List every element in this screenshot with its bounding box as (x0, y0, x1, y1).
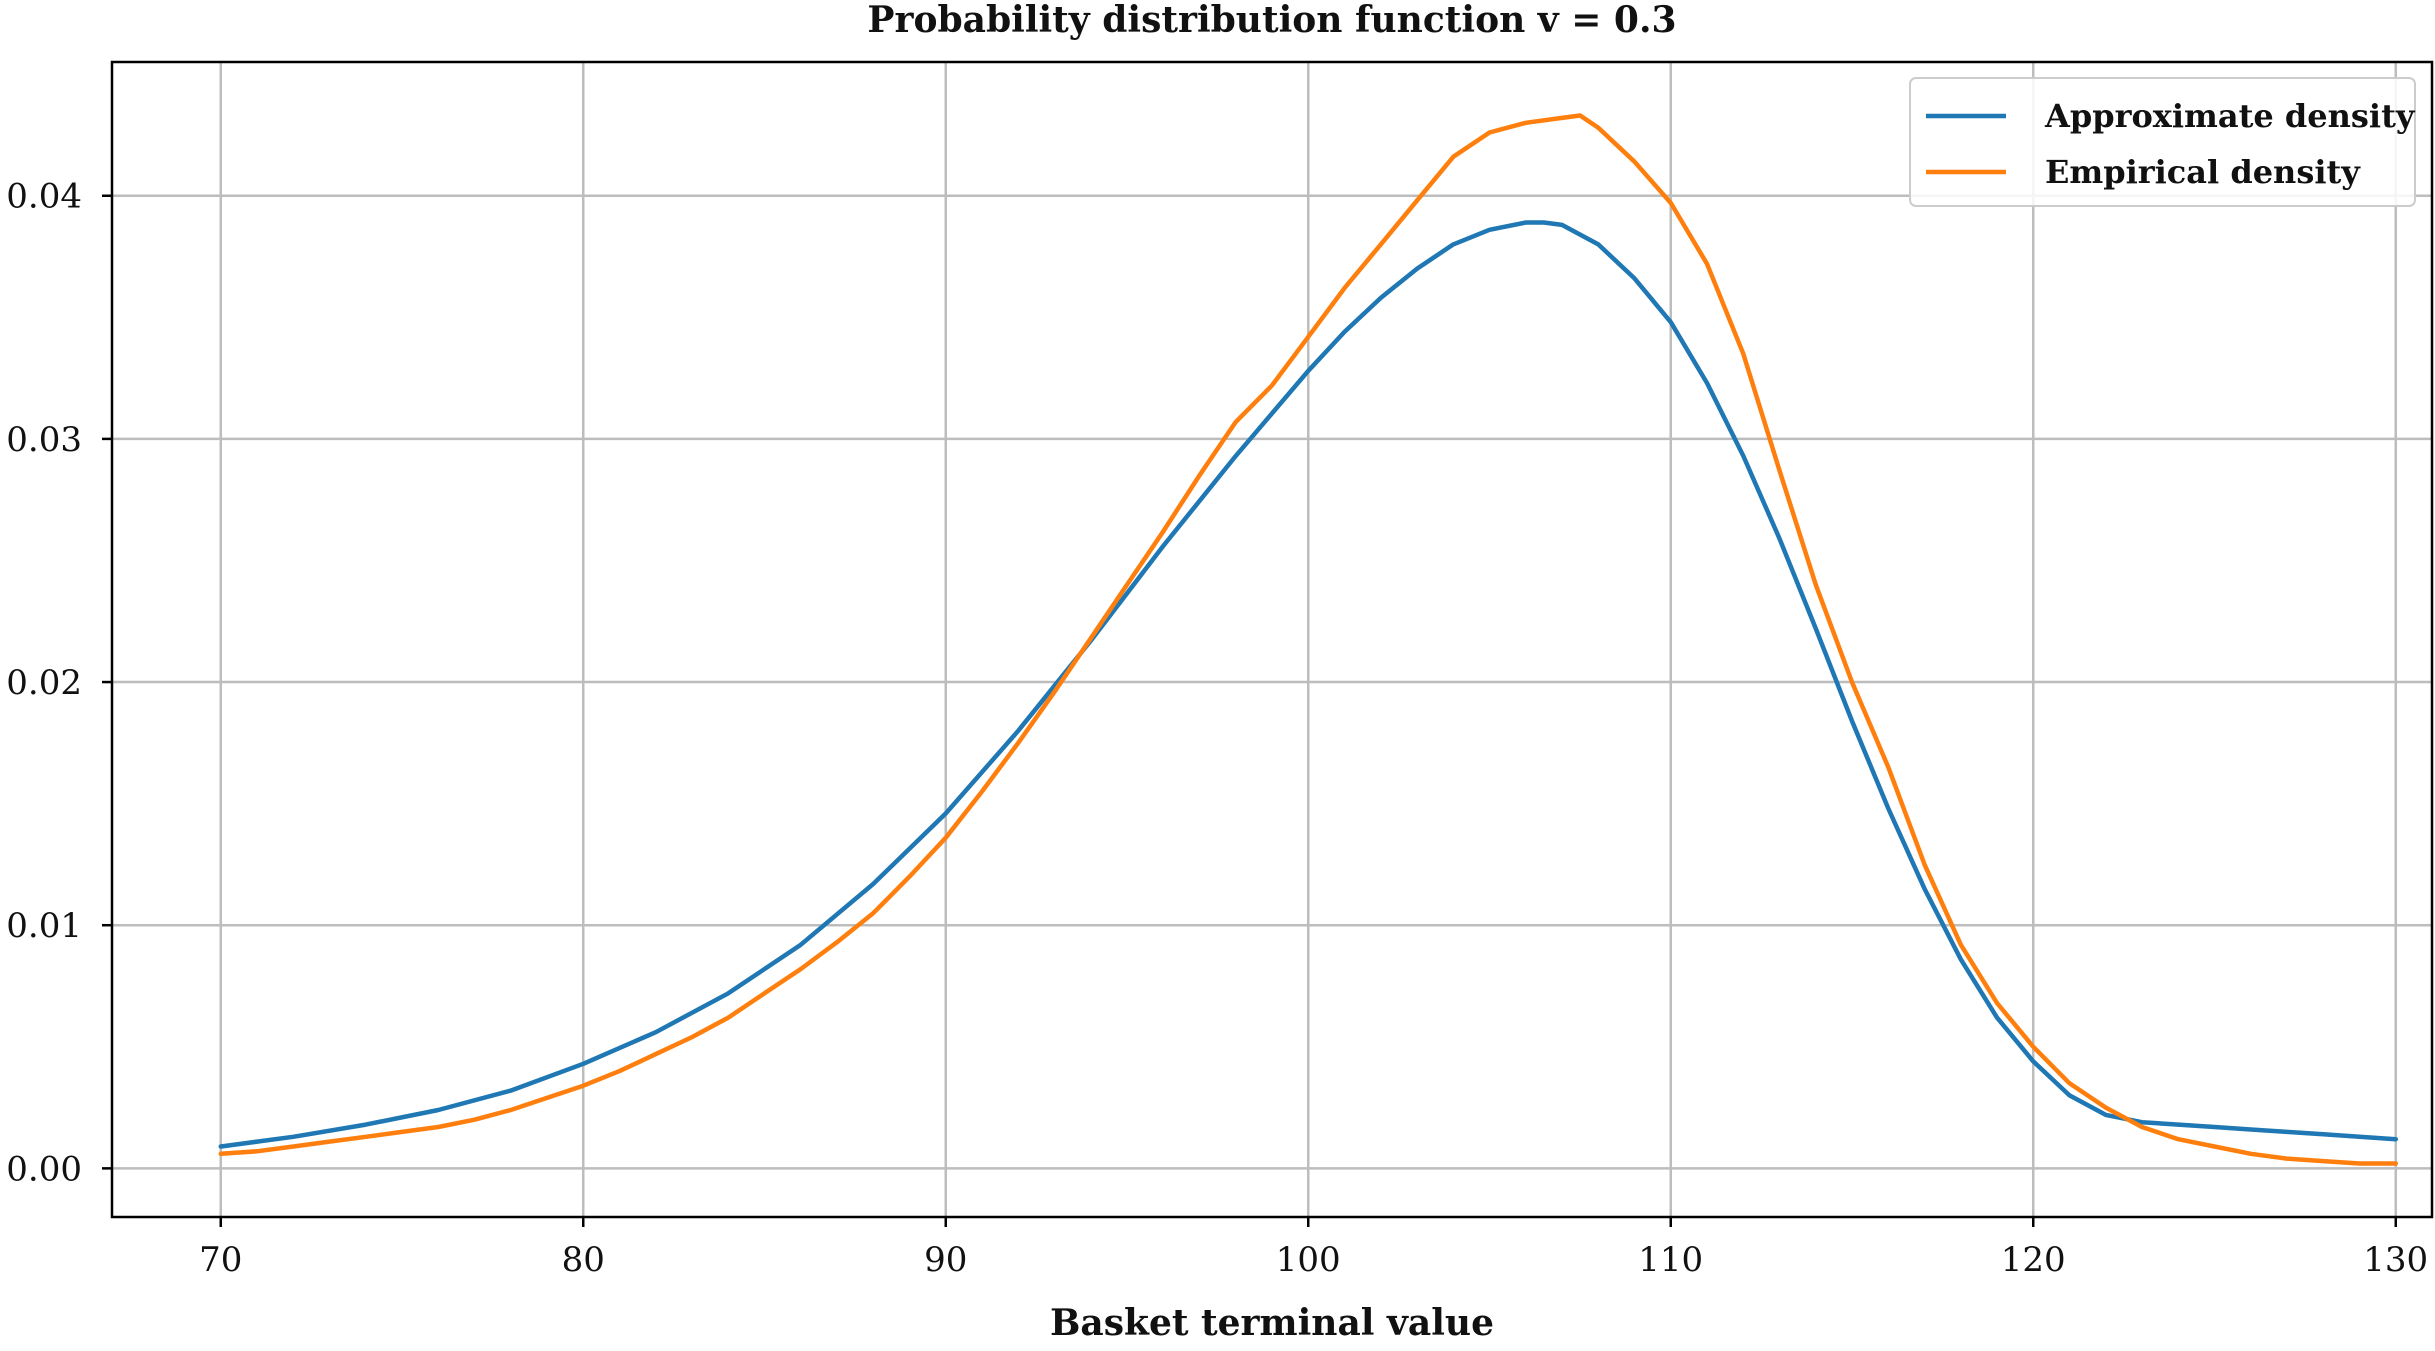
series-line-empirical-density (218, 113, 2399, 1166)
x-axis: 70 80 90 100 110 120 130 (199, 1217, 2428, 1280)
series-layer (218, 113, 2399, 1166)
y-tick-label: 0.04 (6, 177, 82, 217)
legend-label: Empirical density (2045, 153, 2361, 191)
y-tick-label: 0.00 (6, 1149, 82, 1189)
y-tick-label: 0.03 (6, 420, 82, 460)
legend-label: Approximate density (2044, 97, 2416, 135)
series-line-approximate-density (218, 220, 2399, 1149)
y-tick-label: 0.01 (6, 906, 82, 946)
x-tick-label: 70 (199, 1240, 242, 1280)
y-tick-label: 0.02 (6, 663, 82, 703)
legend: Approximate density Empirical density (1909, 77, 2416, 207)
x-tick-label: 80 (562, 1240, 605, 1280)
x-tick-label: 120 (2001, 1240, 2066, 1280)
x-axis-label: Basket terminal value (1050, 1302, 1494, 1344)
y-axis: 0.00 0.01 0.02 0.03 0.04 (6, 177, 112, 1189)
x-tick-label: 100 (1276, 1240, 1341, 1280)
grid-layer (112, 62, 2432, 1217)
legend-box (1909, 77, 2416, 207)
x-tick-label: 130 (2363, 1240, 2428, 1280)
chart-title: Probability distribution function v = 0.… (867, 0, 1676, 41)
plot-frame (110, 60, 2434, 1219)
x-tick-label: 90 (924, 1240, 967, 1280)
x-tick-label: 110 (1638, 1240, 1703, 1280)
